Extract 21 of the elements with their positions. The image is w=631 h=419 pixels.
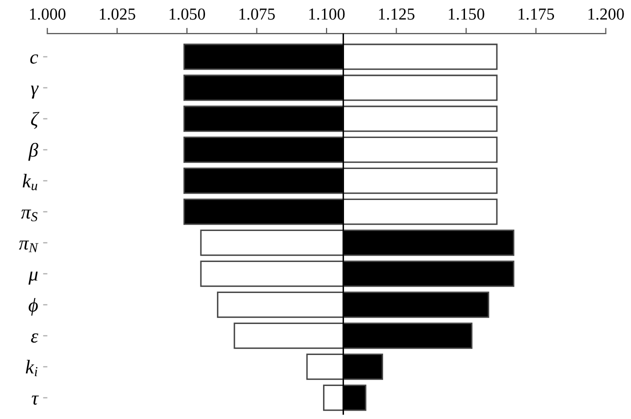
y-tick-label: ε — [31, 333, 38, 343]
x-tick-label: 1.125 — [379, 8, 414, 20]
y-tick-label: ζ — [31, 112, 40, 129]
x-tick-label: 1.200 — [588, 8, 624, 20]
y-tick-label: μ — [28, 272, 38, 285]
y-tick-label: β — [28, 142, 38, 161]
y-tick-label: k$_{i}$ — [26, 360, 38, 376]
y-tick-label: γ — [30, 86, 39, 99]
x-tick-label: 1.050 — [170, 8, 206, 20]
y-tick-label: π$_{S}$ — [21, 210, 38, 222]
x-tick-label: 1.000 — [30, 8, 66, 20]
y-tick-label: c — [30, 54, 38, 64]
x-tick-label: 1.100 — [309, 8, 345, 20]
x-tick-label: 1.175 — [518, 8, 554, 20]
x-tick-label: 1.150 — [448, 8, 484, 20]
y-tick-label: π$_{N}$ — [18, 240, 38, 252]
y-tick-label: ϕ — [28, 298, 38, 316]
y-tick-label: τ — [32, 396, 39, 405]
y-tick-label: k$_{u}$ — [22, 174, 38, 190]
x-tick-label: 1.075 — [239, 8, 275, 20]
x-tick-label: 1.025 — [100, 8, 136, 20]
